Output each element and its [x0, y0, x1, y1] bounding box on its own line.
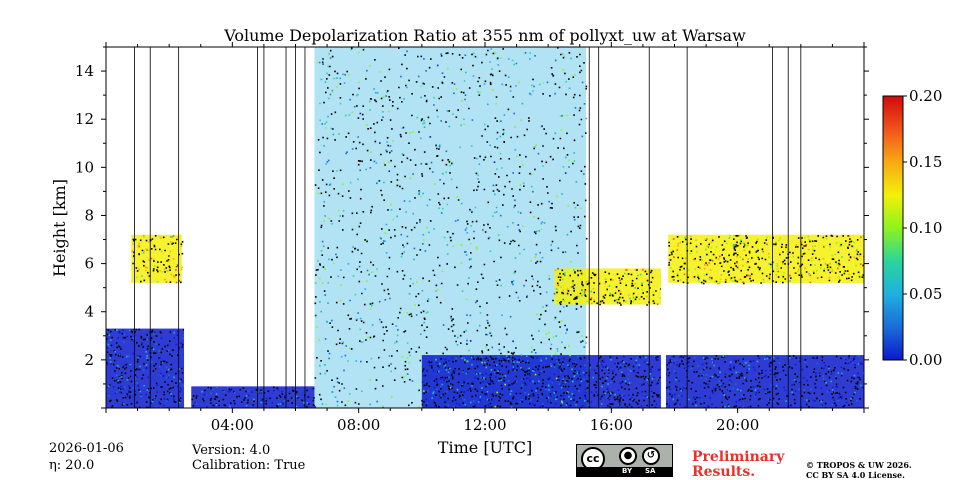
speckle-0 — [106, 329, 187, 408]
gap-1 — [660, 47, 666, 408]
x-tick-label: 04:00 — [211, 416, 254, 434]
calibration-label: Calibration: True — [192, 458, 306, 473]
y-tick-label: 14 — [75, 62, 94, 80]
copyright-line2: CC BY SA 4.0 License. — [806, 470, 905, 480]
region-2 — [191, 386, 315, 408]
date-label: 2026-01-06 — [49, 441, 124, 456]
x-tick-label: 20:00 — [716, 416, 759, 434]
y-tick-label: 10 — [75, 158, 94, 176]
speckle-5 — [554, 269, 648, 305]
y-tick-label: 8 — [84, 206, 94, 224]
speckle-5 — [555, 269, 643, 301]
x-axis: 04:00 08:00 12:00 16:00 20:00 — [105, 42, 865, 434]
chart-title: Volume Depolarization Ratio at 355 nm of… — [223, 26, 746, 45]
speckle-5 — [556, 269, 663, 306]
region-3 — [314, 47, 587, 408]
eta-label: η: 20.0 — [49, 458, 95, 473]
region-4 — [421, 355, 864, 408]
colorbar-ticks: 0.00 0.05 0.10 0.15 0.20 — [903, 87, 942, 369]
speckle-2 — [191, 386, 315, 408]
cc-badge-bar — [577, 467, 672, 476]
share-alike-icon: ↺ — [642, 447, 660, 465]
speckle-6 — [668, 234, 864, 285]
version-label: Version: 4.0 — [192, 443, 271, 458]
colorbar-tick-label: 0.20 — [909, 87, 942, 105]
x-tick-label: 12:00 — [463, 416, 506, 434]
region-5 — [554, 268, 662, 305]
by-person-icon: ● — [619, 447, 637, 465]
colorbar-tick-label: 0.15 — [909, 153, 942, 171]
y-tick-label: 2 — [84, 351, 94, 369]
profile-lines — [134, 47, 802, 408]
colorbar: 0.00 0.05 0.10 0.15 0.20 — [882, 87, 942, 369]
y-axis-label: Height [km] — [50, 179, 69, 277]
colorbar-gradient — [882, 95, 904, 361]
x-tick-label: 08:00 — [337, 416, 380, 434]
copyright-line1: © TROPOS & UW 2026. — [806, 460, 912, 470]
speckle-4 — [431, 355, 864, 408]
plot-area — [106, 47, 864, 408]
x-tick-label: 16:00 — [590, 416, 633, 434]
preliminary-line1: Preliminary — [692, 449, 785, 465]
y-tick-label: 4 — [84, 303, 94, 321]
speckle-4 — [422, 355, 864, 408]
by-label: BY — [622, 467, 633, 475]
colorbar-tick-label: 0.00 — [909, 351, 942, 369]
y-tick-label: 6 — [84, 255, 94, 273]
speckle-2 — [194, 386, 316, 408]
y-axis: 2 4 6 8 10 12 14 — [75, 46, 869, 409]
speckle-4 — [421, 355, 864, 408]
colorbar-tick-label: 0.10 — [909, 219, 942, 237]
sa-label: SA — [645, 467, 656, 475]
x-axis-label: Time [UTC] — [438, 438, 532, 457]
colorbar-tick-label: 0.05 — [909, 285, 942, 303]
y-tick-label: 12 — [75, 110, 94, 128]
data-gaps — [184, 47, 666, 408]
speckle-6 — [677, 234, 861, 285]
preliminary-line2: Results. — [692, 464, 756, 480]
cc-license-badge: cc ● ↺ BY SA — [576, 444, 673, 477]
noise-speckle — [106, 47, 864, 408]
gap-0 — [184, 47, 190, 408]
